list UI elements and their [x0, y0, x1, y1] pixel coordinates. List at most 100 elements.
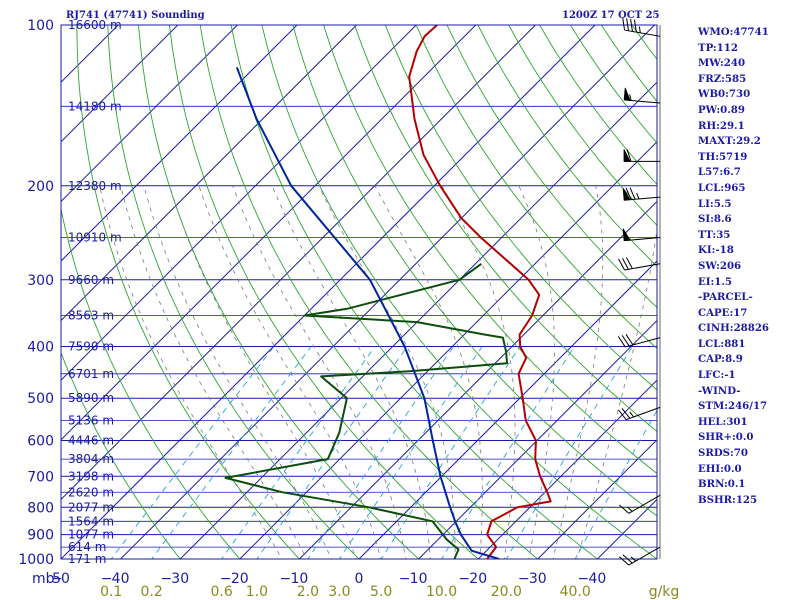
- moist-adiabat: [318, 185, 456, 559]
- dry-adiabat: [107, 25, 360, 559]
- temperature-tick-sign: −: [458, 571, 470, 587]
- height-label: 14180 m: [68, 99, 122, 113]
- barb-staff: [624, 29, 661, 37]
- index-item: WMO:47741: [698, 26, 769, 38]
- height-label: 3804 m: [68, 452, 114, 466]
- dry-adiabat: [168, 25, 479, 559]
- index-item: TH:5719: [698, 150, 748, 163]
- temperature-axis-sign: −: [51, 571, 63, 587]
- index-item: MAXT:29.2: [698, 135, 761, 148]
- isotherm-line: [61, 25, 537, 501]
- barb-staff: [625, 337, 661, 348]
- barb-feather: [626, 18, 629, 31]
- barb-flag: [623, 87, 631, 101]
- index-item: BRN:0.1: [698, 478, 746, 491]
- barb-staff: [628, 494, 661, 514]
- temperature-tick-label: 30: [171, 571, 189, 587]
- moist-adiabat: [99, 185, 283, 559]
- mixing-ratio-line: [110, 346, 275, 559]
- pressure-tick-label: 400: [27, 340, 54, 356]
- barb-feather: [619, 556, 630, 566]
- dry-adiabat: [199, 25, 539, 559]
- barb-half-feather: [638, 26, 641, 33]
- index-item: LI:5.5: [698, 197, 732, 210]
- wind-barb: [623, 87, 661, 104]
- height-label: 2077 m: [68, 500, 114, 514]
- temperature-tick-label: 10: [410, 571, 428, 587]
- temperature-tick-label: 50: [52, 571, 70, 587]
- dry-adiabat: [354, 25, 657, 433]
- barb-feather: [625, 334, 634, 346]
- mixing-ratio-label: 0.6: [211, 584, 233, 600]
- mixing-ratio-line: [380, 346, 521, 559]
- barb-feather: [617, 336, 626, 348]
- index-item: -WIND-: [698, 384, 741, 397]
- temperature-profile: [408, 25, 552, 559]
- barb-staff: [624, 263, 661, 271]
- mixing-ratio-label: 0.2: [141, 584, 163, 600]
- index-item: EHI:0.0: [698, 462, 742, 475]
- index-item: PW:0.89: [698, 103, 745, 116]
- temperature-tick-label: 40: [112, 571, 130, 587]
- dry-adiabat: [415, 25, 657, 350]
- dry-adiabat: [384, 25, 657, 391]
- isotherm-line: [298, 200, 657, 559]
- height-label: 3198 m: [68, 469, 114, 483]
- index-item: SRDS:70: [698, 447, 748, 460]
- isotherm-line: [477, 379, 657, 559]
- pressure-axis-title: mb: [32, 571, 55, 587]
- isotherm-line: [61, 25, 358, 322]
- index-item: SW:206: [698, 259, 742, 272]
- barb-feather: [625, 257, 633, 269]
- temperature-tick-sign: −: [160, 571, 172, 587]
- barb-half-feather: [629, 411, 635, 418]
- barb-feather: [625, 187, 632, 200]
- index-item: LCL:881: [698, 337, 746, 350]
- barb-feather: [618, 258, 625, 271]
- mixing-ratio-unit: g/kg: [649, 584, 680, 600]
- mixing-ratio-label: 1.0: [246, 584, 268, 600]
- wind-barb: [622, 187, 661, 201]
- temperature-tick-label: 30: [529, 571, 547, 587]
- height-label: 7590 m: [68, 340, 114, 354]
- mixing-ratio-label: 2.0: [297, 584, 319, 600]
- height-label: 12380 m: [68, 179, 122, 193]
- dry-adiabat: [230, 25, 599, 559]
- height-label: 5136 m: [68, 413, 114, 427]
- temperature-tick-sign: −: [280, 571, 292, 587]
- temperature-tick-label: 20: [231, 571, 249, 587]
- index-item: BSHR:125: [698, 493, 758, 506]
- dry-adiabat: [261, 25, 657, 559]
- moist-adiabat: [441, 185, 516, 559]
- moist-adiabat: [374, 185, 483, 559]
- barb-half-feather: [636, 192, 640, 200]
- index-item: TT:35: [698, 228, 731, 241]
- dry-adiabat: [61, 351, 181, 559]
- dry-adiabat: [323, 25, 657, 475]
- sounding-title: RJ741 (47741) Sounding: [66, 10, 205, 21]
- index-item: WB0:730: [698, 88, 751, 101]
- dry-adiabat: [446, 25, 657, 309]
- index-item: SHR+:0.0: [698, 431, 754, 444]
- barb-feather: [622, 17, 626, 31]
- mixing-ratio-line: [307, 346, 454, 559]
- index-item: KI:-18: [698, 244, 734, 257]
- temperature-tick-label: 10: [290, 571, 308, 587]
- temperature-tick-sign: −: [220, 571, 232, 587]
- barb-feather: [629, 187, 636, 200]
- moist-adiabat: [518, 185, 555, 559]
- mixing-ratio-label: 10.0: [426, 584, 457, 600]
- wind-barb: [617, 406, 661, 421]
- isotherm-line: [358, 260, 657, 559]
- index-item: MW:240: [698, 57, 746, 70]
- height-label: 5890 m: [68, 391, 114, 405]
- height-label: 8563 m: [68, 309, 114, 323]
- barb-feather: [621, 408, 631, 419]
- pressure-tick-label: 600: [27, 434, 54, 450]
- pressure-tick-label: 100: [27, 18, 54, 34]
- stability-indices-list: WMO:47741 TP:112 MW:240 FRZ:585 WB0:730 PW:0.…: [698, 25, 769, 508]
- index-item: FRZ:585: [698, 72, 747, 85]
- plot-frame: [60, 24, 658, 560]
- moist-adiabat: [143, 185, 332, 559]
- mixing-ratio-label: 40.0: [560, 584, 591, 600]
